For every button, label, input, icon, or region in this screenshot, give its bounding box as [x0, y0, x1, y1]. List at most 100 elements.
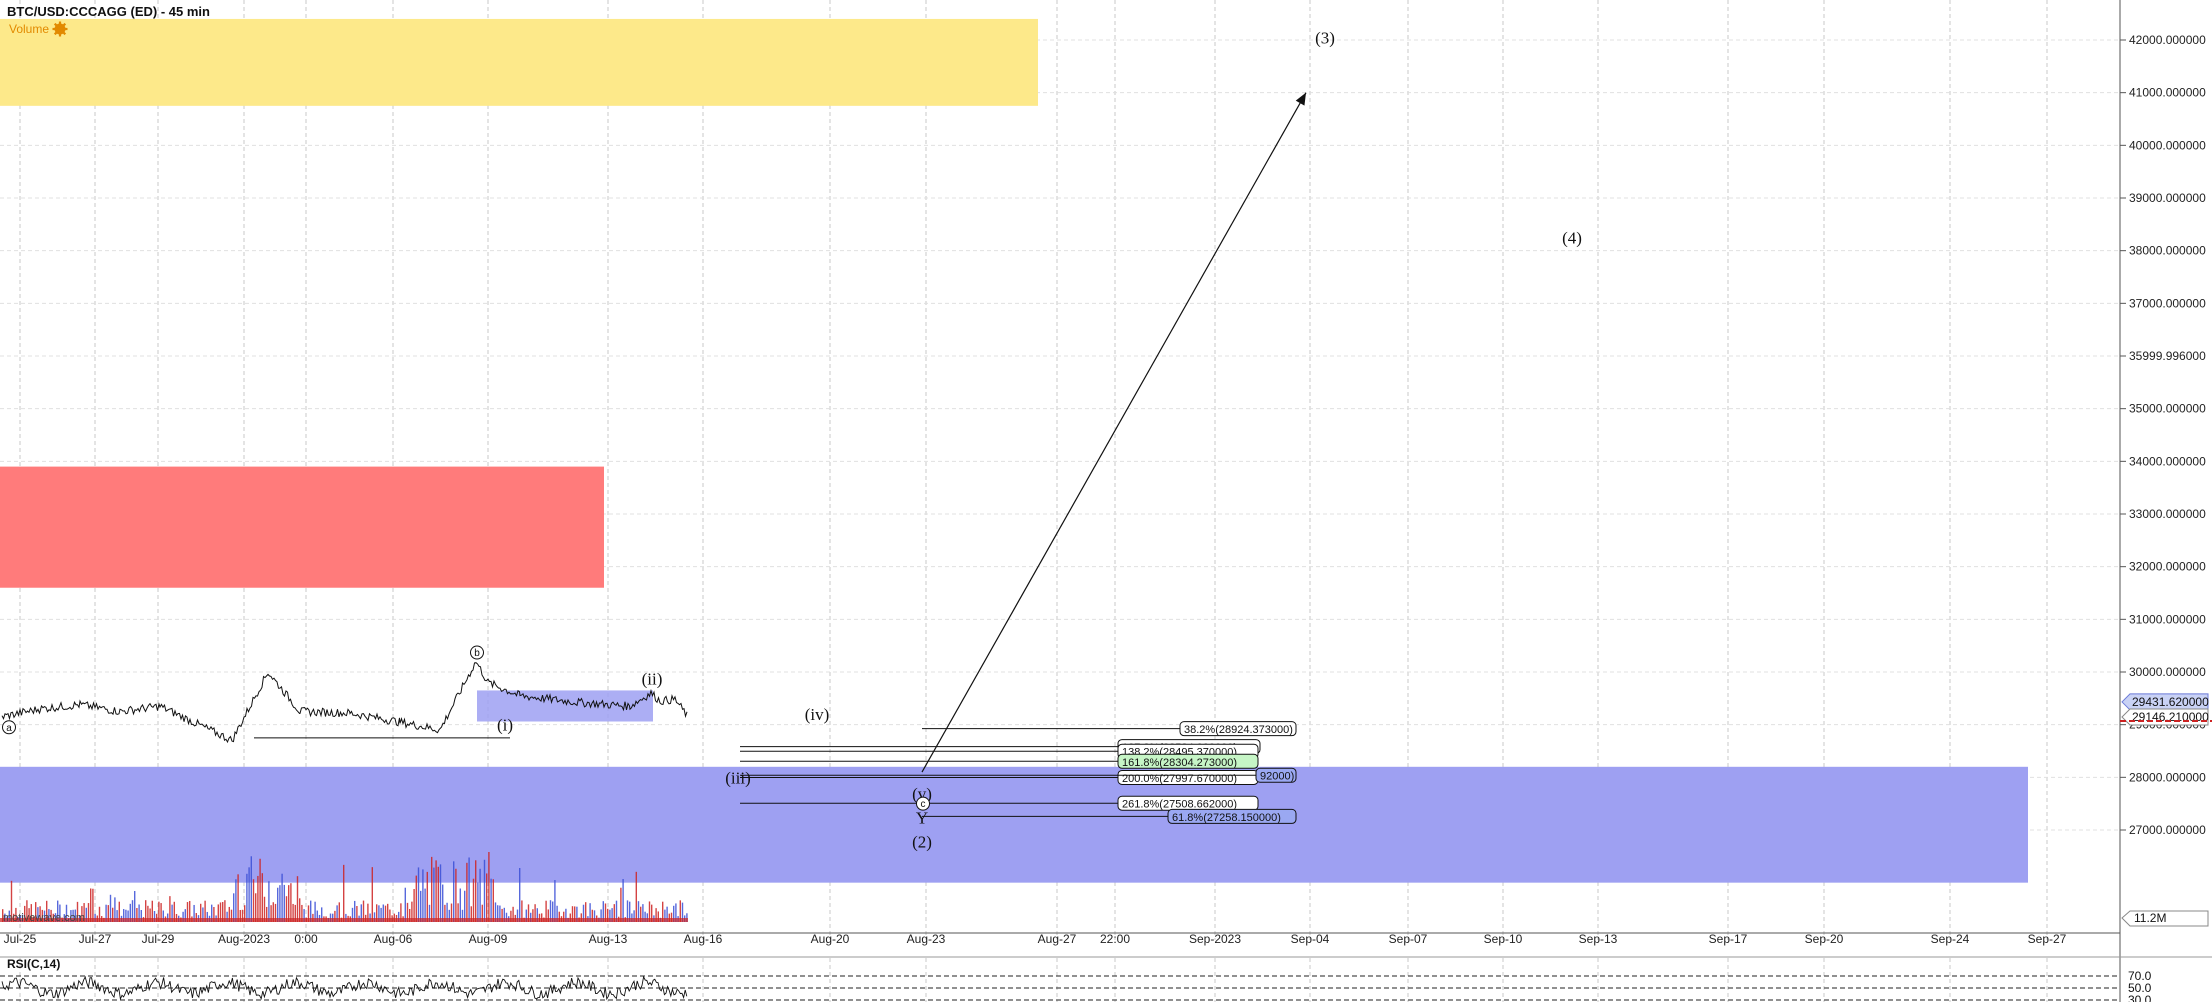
y-tick-label: 35999.996000 — [2129, 349, 2206, 363]
y-tick-label: 39000.000000 — [2129, 191, 2206, 205]
watermark: motivewave.com — [3, 912, 85, 924]
rsi-line — [1, 975, 688, 1001]
volume-bar — [246, 873, 248, 922]
volume-bar — [442, 884, 444, 922]
circled-wave-marker — [2, 720, 16, 735]
volume-bar — [582, 904, 585, 922]
volume-bar — [435, 860, 437, 922]
volume-bar — [48, 909, 50, 922]
volume-bar — [576, 906, 578, 922]
volume-bar — [571, 906, 574, 922]
volume-bar — [468, 857, 470, 922]
volume-bar — [147, 905, 149, 922]
volume-bar — [15, 907, 17, 922]
volume-bar — [580, 913, 582, 922]
projection-arrow-head — [1295, 92, 1306, 106]
volume-bar — [312, 913, 314, 922]
volume-bar — [98, 906, 101, 922]
volume-bar — [90, 888, 92, 922]
volume-bar — [351, 907, 354, 922]
volume-bar — [94, 913, 96, 922]
x-tick-label: 0:00 — [294, 932, 318, 946]
volume-bar — [648, 901, 651, 922]
volume-bar — [153, 910, 156, 922]
volume-bar — [503, 907, 505, 922]
volume-bar — [118, 901, 120, 922]
fib-label: 61.8%(27258.150000) — [1172, 812, 1281, 824]
volume-bar — [479, 868, 481, 922]
volume-bar — [622, 879, 624, 922]
volume-bar — [193, 904, 195, 922]
volume-bar — [549, 900, 552, 922]
volume-bar — [217, 904, 219, 922]
volume-bar — [569, 913, 571, 922]
volume-bar — [367, 903, 369, 922]
volume-bar — [301, 904, 303, 922]
volume-bar — [613, 904, 615, 922]
volume-bar — [186, 902, 189, 922]
volume-bar — [272, 902, 274, 922]
x-tick-label: Sep-07 — [1389, 932, 1428, 946]
volume-bar — [644, 911, 646, 922]
volume-bar — [629, 901, 631, 922]
volume-bar — [563, 911, 565, 922]
fib-label-box — [1179, 721, 1297, 737]
volume-bar — [30, 904, 32, 922]
volume-bar — [39, 906, 41, 922]
volume-bar — [626, 900, 629, 922]
volume-bar — [274, 903, 277, 922]
volume-bar — [138, 904, 140, 922]
volume-bar — [244, 905, 246, 922]
volume-bar — [189, 900, 191, 922]
y-tick-label: 38000.000000 — [2129, 244, 2206, 258]
volume-bar — [303, 909, 305, 922]
x-tick-label: Aug-27 — [1038, 932, 1077, 946]
volume-bar — [332, 913, 334, 922]
volume-bar — [316, 910, 318, 922]
volume-bar — [501, 908, 503, 922]
volume-bar — [171, 904, 173, 922]
volume-bar — [237, 874, 239, 922]
volume-bar — [600, 909, 602, 922]
volume-bar — [107, 905, 109, 922]
volume-bar — [536, 908, 538, 922]
volume-bar — [182, 911, 184, 922]
volume-bar — [420, 890, 422, 922]
fib-label: 200.0%(27997.670000) — [1122, 773, 1237, 785]
circled-wave-marker — [470, 645, 484, 660]
settings-gear-icon[interactable] — [52, 21, 68, 37]
y-tick-label: 32000.000000 — [2129, 560, 2206, 574]
x-tick-label: Aug-09 — [469, 932, 508, 946]
volume-bar — [415, 875, 417, 922]
volume-bar — [637, 901, 640, 922]
volume-bar — [43, 910, 46, 922]
volume-bar — [602, 901, 604, 922]
volume-bar — [8, 910, 10, 922]
volume-bar — [675, 903, 677, 922]
volume-bar — [527, 904, 530, 922]
y-tick-label: 31000.000000 — [2129, 612, 2206, 626]
x-tick-label: Sep-13 — [1579, 932, 1618, 946]
volume-bar — [140, 910, 142, 922]
x-tick-label: Sep-24 — [1931, 932, 1970, 946]
volume-bar — [512, 906, 514, 922]
volume-bar — [222, 902, 224, 922]
volume-bar — [195, 913, 197, 922]
volume-bar — [450, 903, 453, 922]
zone-blue-large — [0, 766, 2028, 883]
volume-bar — [277, 887, 279, 922]
volume-bar — [541, 913, 543, 922]
volume-bar — [406, 902, 409, 922]
volume-bar — [516, 909, 519, 922]
volume-bar — [387, 903, 389, 922]
x-tick-label: Sep-2023 — [1189, 932, 1241, 946]
volume-bar — [558, 911, 560, 922]
volume-bar — [642, 904, 644, 922]
volume-bar — [461, 909, 464, 922]
volume-bar — [360, 904, 362, 922]
volume-bar — [226, 911, 228, 922]
volume-bar — [686, 913, 688, 922]
fib-label: 261.8%(27508.662000) — [1122, 799, 1237, 811]
y-tick-label: 41000.000000 — [2129, 86, 2206, 100]
